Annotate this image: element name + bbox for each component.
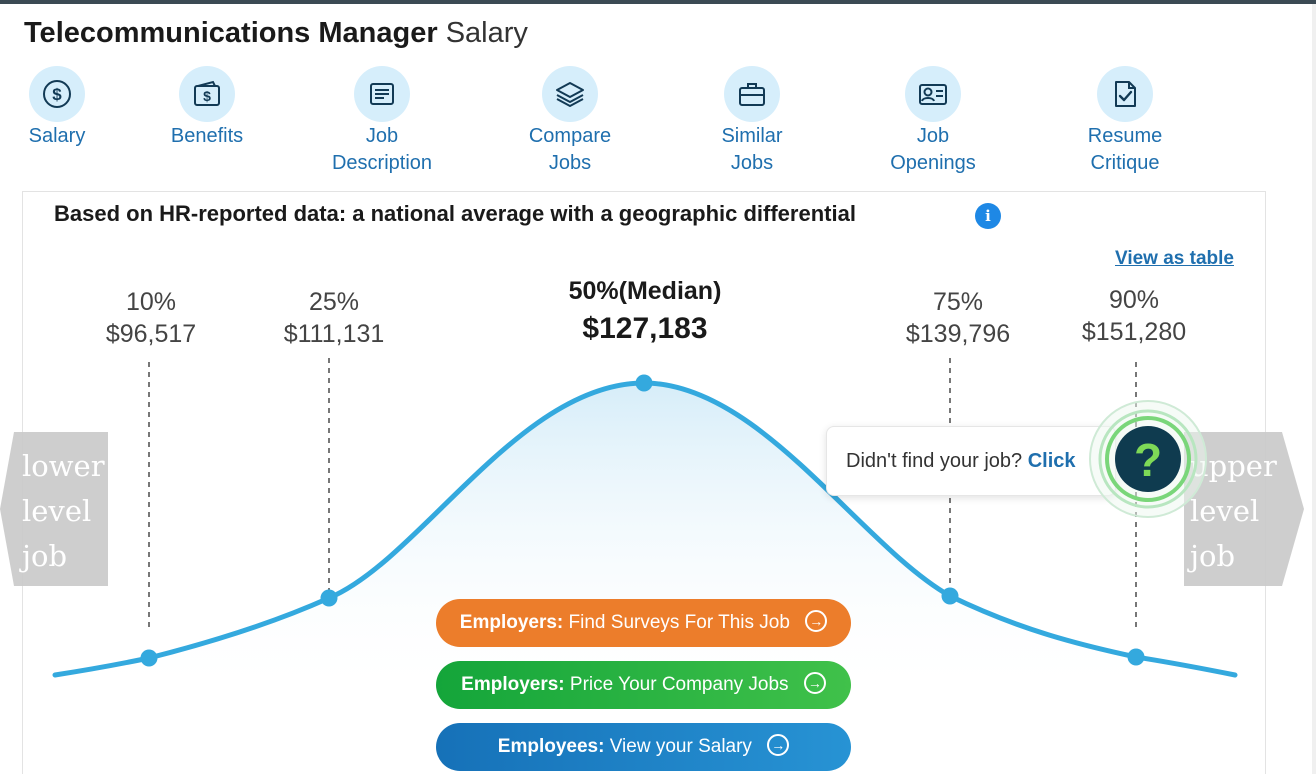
info-icon[interactable]: i: [975, 203, 1001, 229]
nav-label-job-openings: Job Openings: [890, 125, 976, 174]
top-bar: [0, 0, 1316, 4]
page-title: Telecommunications Manager Salary: [24, 16, 528, 50]
help-popup: [826, 426, 1116, 496]
nav-item-compare-jobs[interactable]: Compare Jobs: [495, 66, 645, 177]
nav-label-similar-jobs: Similar Jobs: [721, 125, 783, 174]
resume-check-icon: [1097, 66, 1153, 122]
nav-item-job-openings[interactable]: Job Openings: [858, 66, 1008, 177]
percentile-25-label: 25%: [308, 288, 360, 316]
curve-point-90: [1127, 648, 1145, 666]
dollar-circle-icon: $: [29, 66, 85, 122]
curve-point-75: [941, 587, 959, 605]
percentile-median: 50%(Median) $127,183: [545, 276, 745, 349]
percentile-90-label: 90%: [1108, 286, 1160, 314]
price-jobs-text: Price Your Company Jobs: [569, 674, 789, 695]
help-click-link[interactable]: Click: [1027, 450, 1076, 472]
find-surveys-button[interactable]: Employers: Find Surveys For This Job →: [436, 599, 851, 647]
nav-item-similar-jobs[interactable]: Similar Jobs: [677, 66, 827, 177]
nav-label-job-description: Job Description: [331, 125, 433, 174]
percentile-10-label: 10%: [125, 288, 177, 316]
arrow-right-circle-icon: →: [805, 609, 828, 632]
find-surveys-bold: Employers:: [459, 612, 564, 633]
curve-point-median: [635, 374, 653, 392]
upper-level-job-button[interactable]: [1184, 432, 1306, 586]
percentile-median-value: $127,183: [582, 312, 708, 345]
id-card-icon: [905, 66, 961, 122]
percentile-25: 25% $111,131: [254, 286, 414, 350]
percentile-median-label: 50%(Median): [568, 277, 722, 305]
view-salary-text: View your Salary: [609, 736, 752, 757]
percentile-10-value: $96,517: [105, 320, 197, 348]
price-company-jobs-button[interactable]: Employers: Price Your Company Jobs →: [436, 661, 851, 709]
svg-text:$: $: [52, 85, 62, 104]
arrow-right-circle-icon: →: [803, 671, 826, 694]
help-text: Didn't find your job? Click: [846, 448, 1076, 474]
nav-label-salary: Salary: [28, 125, 86, 147]
help-question-icon[interactable]: ?: [1087, 398, 1209, 520]
percentile-25-value: $111,131: [283, 320, 385, 348]
lower-level-job-label: lower level job: [22, 449, 105, 573]
price-jobs-bold: Employers:: [461, 674, 565, 695]
view-salary-bold: Employees:: [497, 736, 605, 757]
view-as-table-link[interactable]: View as table: [1115, 248, 1234, 269]
nav-label-compare-jobs: Compare Jobs: [528, 125, 612, 174]
nav-item-resume-critique[interactable]: Resume Critique: [1050, 66, 1200, 177]
help-question: Didn't find your job?: [846, 450, 1023, 472]
wallet-dollar-icon: $: [179, 66, 235, 122]
percentile-10: 10% $96,517: [71, 286, 231, 350]
percentile-75: 75% $139,796: [878, 286, 1038, 350]
find-surveys-text: Find Surveys For This Job: [568, 612, 790, 633]
nav-item-job-description[interactable]: Job Description: [307, 66, 457, 177]
briefcase-icon: [724, 66, 780, 122]
curve-point-10: [140, 649, 158, 667]
svg-text:$: $: [203, 88, 211, 104]
nav-item-benefits[interactable]: $ Benefits: [132, 66, 282, 150]
help-question-mark: ?: [1134, 434, 1162, 486]
page-title-role: Telecommunications Manager: [24, 17, 438, 49]
lower-level-job-button[interactable]: [0, 432, 122, 586]
left-arrow-shape: [0, 432, 108, 586]
right-arrow-shape: [1184, 432, 1304, 586]
curve-area: [55, 383, 1235, 700]
chart-headline: Based on HR-reported data: a national av…: [54, 201, 856, 226]
nav-label-benefits: Benefits: [170, 125, 244, 147]
upper-level-job-label: upper level job: [1190, 449, 1277, 573]
percentile-75-label: 75%: [932, 288, 984, 316]
nav-item-salary[interactable]: $ Salary: [0, 66, 132, 150]
arrow-right-circle-icon: →: [767, 733, 790, 756]
scrollbar-track[interactable]: [1312, 4, 1316, 774]
page-title-suffix: Salary: [445, 17, 528, 49]
document-icon: [354, 66, 410, 122]
curve-point-25: [320, 589, 338, 607]
nav-label-resume-critique: Resume Critique: [1087, 125, 1163, 174]
view-your-salary-button[interactable]: Employees: View your Salary →: [436, 723, 851, 771]
percentile-75-value: $139,796: [905, 320, 1011, 348]
layers-icon: [542, 66, 598, 122]
percentile-90: 90% $151,280: [1054, 284, 1214, 348]
percentile-90-value: $151,280: [1081, 318, 1187, 346]
